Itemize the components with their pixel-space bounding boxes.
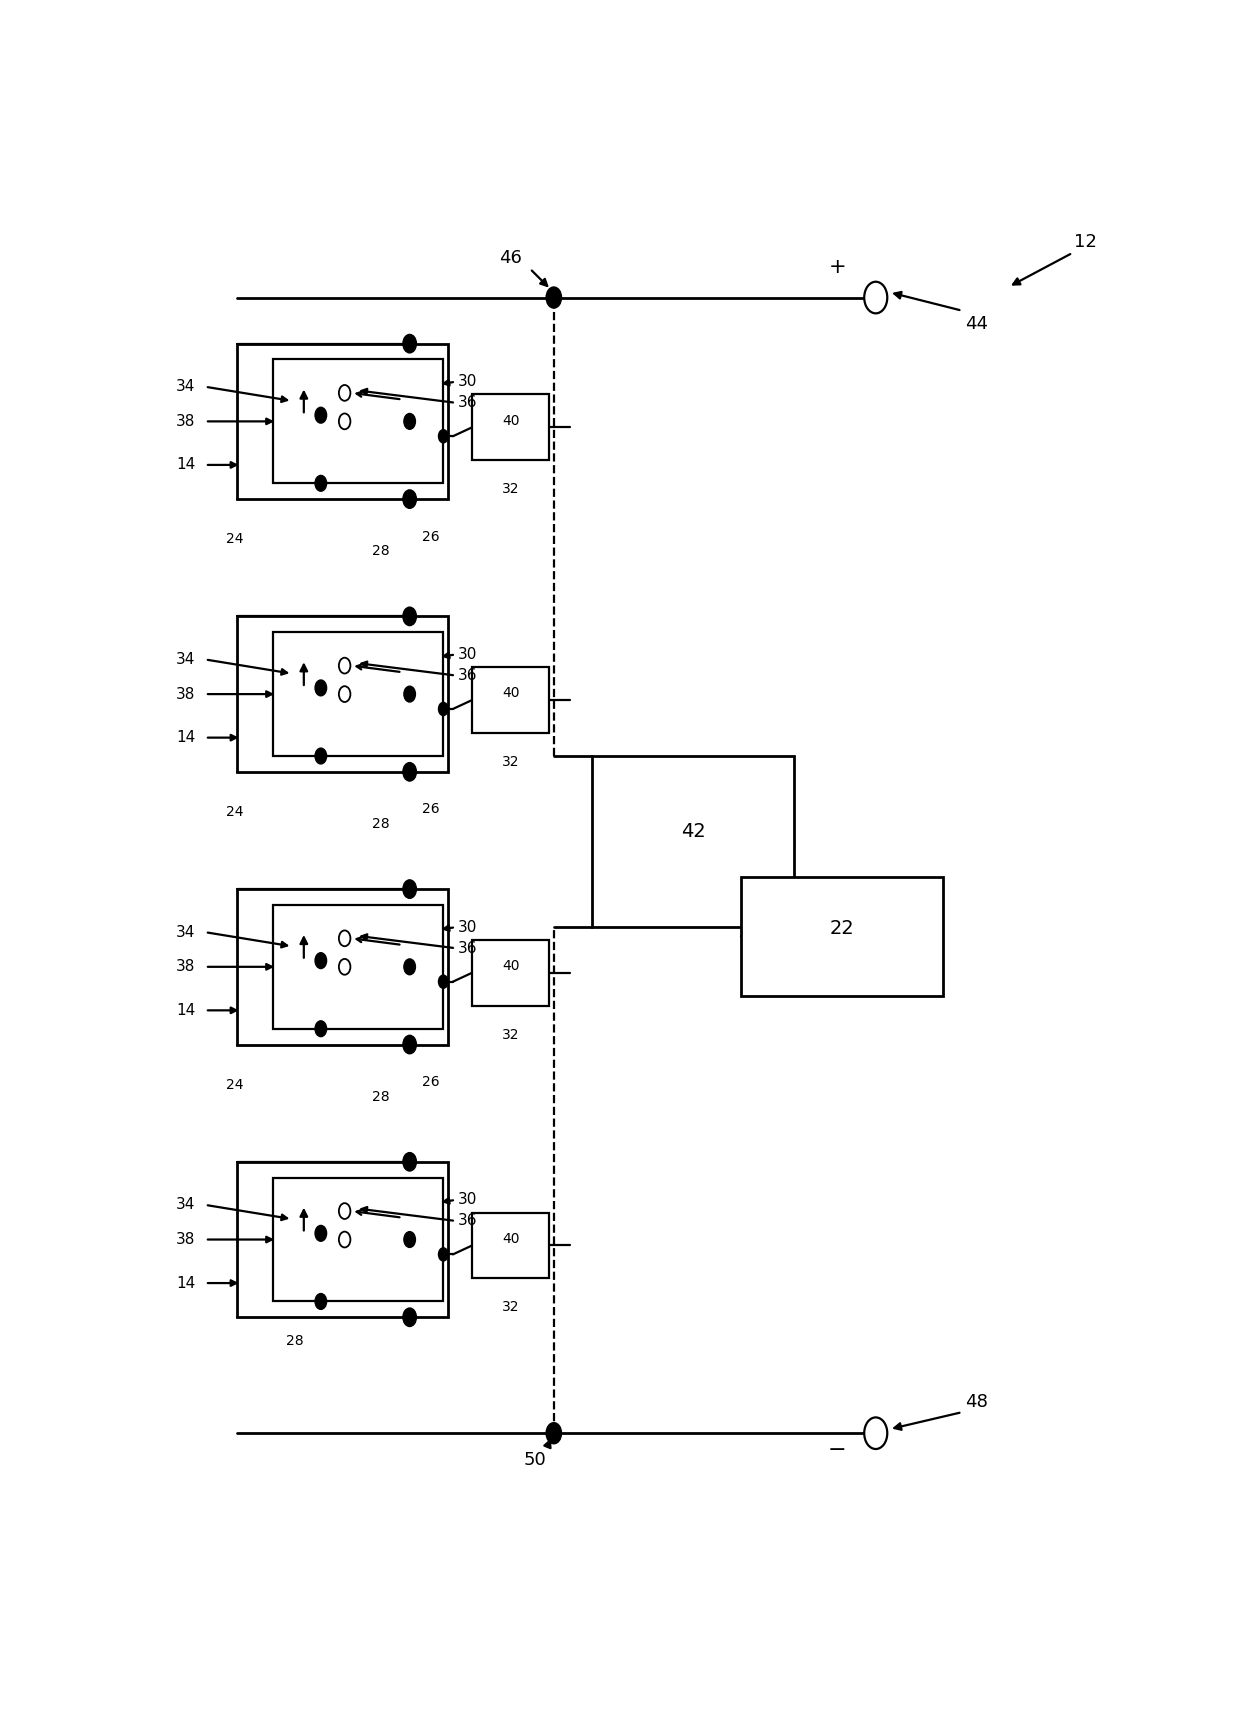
Text: 36: 36 (458, 395, 477, 411)
Text: 40: 40 (502, 1232, 520, 1246)
Text: 38: 38 (176, 686, 196, 702)
Text: 36: 36 (458, 1213, 477, 1228)
Circle shape (439, 1247, 448, 1261)
Bar (472, 1213, 549, 1278)
Circle shape (315, 679, 326, 696)
Bar (593, 756, 794, 927)
Text: 30: 30 (458, 1193, 477, 1208)
Bar (273, 1177, 444, 1302)
Text: 22: 22 (830, 919, 854, 938)
Circle shape (439, 975, 448, 989)
Text: 14: 14 (176, 1276, 196, 1290)
Bar (472, 394, 549, 460)
Text: 50: 50 (523, 1451, 546, 1468)
Circle shape (339, 1232, 351, 1247)
Circle shape (404, 958, 415, 975)
Circle shape (403, 489, 417, 508)
Bar (237, 616, 448, 772)
Text: 32: 32 (502, 755, 520, 768)
Circle shape (315, 1021, 326, 1037)
Text: 40: 40 (502, 686, 520, 700)
Text: 30: 30 (458, 921, 477, 934)
Circle shape (864, 282, 888, 313)
Bar (273, 905, 444, 1028)
Text: 32: 32 (502, 1300, 520, 1314)
Text: 36: 36 (458, 941, 477, 956)
Circle shape (546, 1422, 562, 1444)
Text: 40: 40 (502, 414, 520, 428)
Text: +: + (828, 257, 846, 277)
Text: 38: 38 (176, 414, 196, 429)
Circle shape (315, 407, 326, 423)
Circle shape (439, 703, 448, 715)
Text: 40: 40 (502, 960, 520, 974)
Text: 24: 24 (226, 1078, 243, 1092)
Circle shape (339, 686, 351, 702)
Circle shape (315, 1294, 326, 1309)
Circle shape (404, 414, 415, 429)
Text: 38: 38 (176, 960, 196, 974)
Text: 12: 12 (1074, 233, 1096, 252)
Text: 24: 24 (226, 804, 243, 820)
Text: 32: 32 (502, 1028, 520, 1042)
Text: 44: 44 (965, 315, 988, 334)
Text: 46: 46 (500, 250, 522, 267)
Text: 28: 28 (372, 816, 389, 832)
Circle shape (339, 958, 351, 975)
Text: 24: 24 (226, 532, 243, 546)
Text: 48: 48 (965, 1393, 988, 1410)
Circle shape (315, 953, 326, 968)
Circle shape (339, 657, 351, 674)
Bar (472, 939, 549, 1006)
Text: −: − (828, 1441, 847, 1459)
Circle shape (404, 686, 415, 702)
Circle shape (864, 1417, 888, 1449)
Text: 34: 34 (176, 1198, 196, 1213)
Circle shape (339, 385, 351, 400)
Text: 28: 28 (372, 544, 389, 558)
Circle shape (404, 1232, 415, 1247)
Text: 26: 26 (422, 530, 440, 544)
Bar (237, 344, 448, 500)
Bar (273, 359, 444, 483)
Text: 34: 34 (176, 380, 196, 394)
Text: 36: 36 (458, 667, 477, 683)
Text: 14: 14 (176, 731, 196, 744)
Text: 28: 28 (372, 1090, 389, 1104)
Text: 28: 28 (285, 1335, 303, 1348)
Text: 42: 42 (681, 821, 706, 840)
Bar (237, 1162, 448, 1317)
Circle shape (315, 476, 326, 491)
Circle shape (403, 763, 417, 780)
Text: 14: 14 (176, 457, 196, 472)
Circle shape (403, 1153, 417, 1170)
Text: 14: 14 (176, 1003, 196, 1018)
Text: 38: 38 (176, 1232, 196, 1247)
Bar (472, 667, 549, 732)
Circle shape (315, 1225, 326, 1240)
Circle shape (439, 429, 448, 443)
Bar (742, 878, 942, 996)
Circle shape (403, 879, 417, 898)
Circle shape (403, 1307, 417, 1326)
Circle shape (339, 931, 351, 946)
Bar (273, 631, 444, 756)
Circle shape (403, 607, 417, 626)
Circle shape (403, 1035, 417, 1054)
Text: 34: 34 (176, 924, 196, 939)
Bar (237, 890, 448, 1044)
Circle shape (315, 748, 326, 763)
Circle shape (403, 334, 417, 352)
Text: 30: 30 (458, 647, 477, 662)
Circle shape (546, 287, 562, 308)
Circle shape (339, 1203, 351, 1218)
Text: 30: 30 (458, 375, 477, 390)
Text: 26: 26 (422, 1075, 440, 1090)
Text: 32: 32 (502, 483, 520, 496)
Text: 34: 34 (176, 652, 196, 667)
Text: 26: 26 (422, 802, 440, 816)
Circle shape (339, 414, 351, 429)
